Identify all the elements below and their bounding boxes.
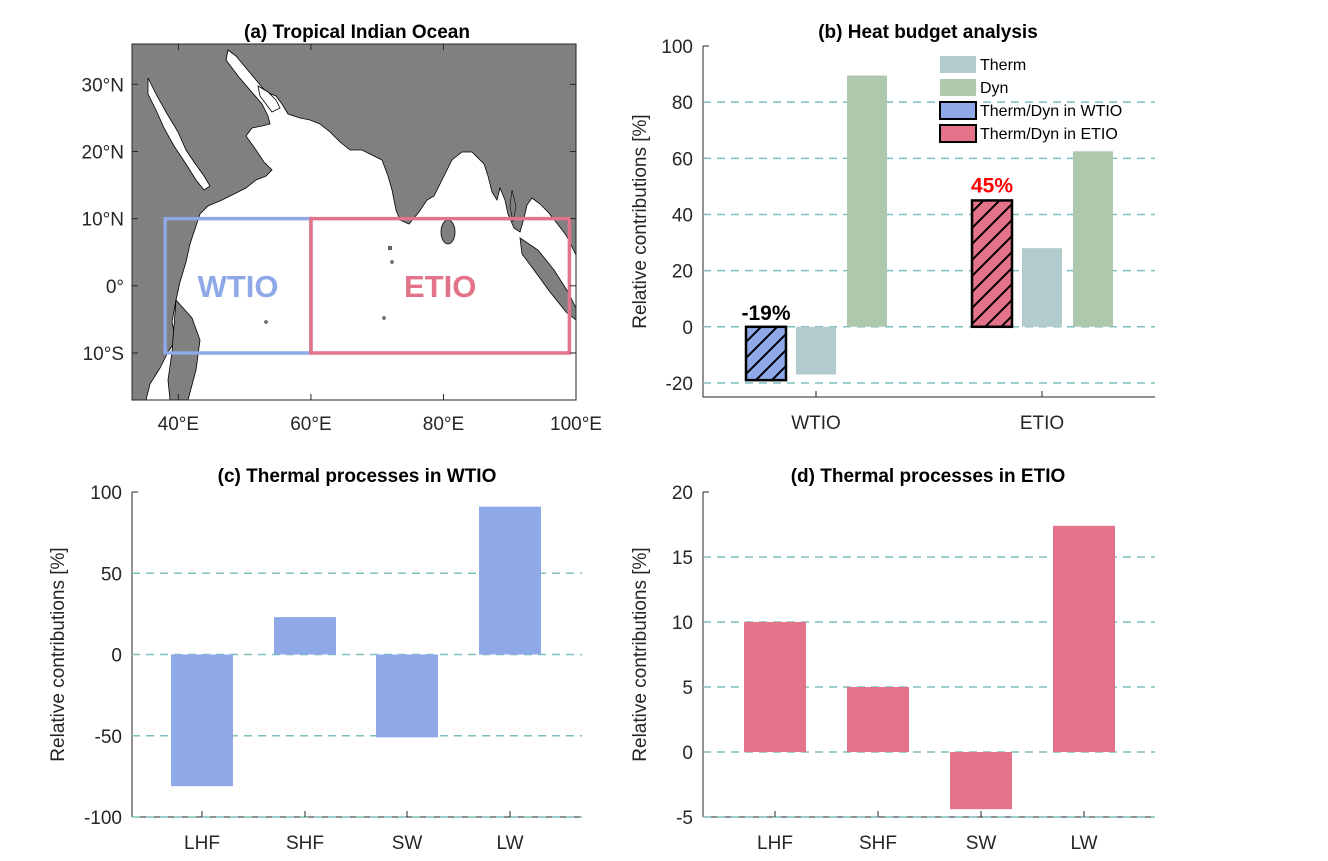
bar-wtio-therm — [796, 326, 836, 375]
y-tick-label: 40 — [672, 205, 693, 226]
panel-d-title: (d) Thermal processes in ETIO — [791, 466, 1066, 487]
map-regions: WTIO ETIO — [163, 216, 572, 355]
y-tick-label: 60 — [672, 149, 693, 170]
y-tick-label: 5 — [682, 678, 693, 699]
y-tick-label: 0 — [682, 743, 693, 764]
panel-c-plot: -100 -50 0 50 100 Relative contributions [%] L… — [48, 483, 582, 854]
x-tick-label: SHF — [859, 833, 897, 854]
y-tick-label: 15 — [672, 548, 693, 569]
y-tick-label: 20 — [672, 262, 693, 283]
map-ticks: 40°E 60°E 80°E 100°E 30°N 20°N 10°N 0° 10°S — [82, 44, 602, 435]
panel-d-plot: -5 0 5 10 15 20 Relative contributions [%] LHF S… — [630, 483, 1155, 854]
bar-etio-therm — [1022, 248, 1062, 327]
y-tick-label: -50 — [95, 727, 122, 748]
x-tick-label: LW — [1070, 833, 1097, 854]
bar-wtio-shf — [274, 617, 336, 655]
legend-label: Dyn — [980, 80, 1008, 97]
y-tick-label: 0 — [111, 646, 122, 667]
map-lon-tick-label: 100°E — [550, 414, 602, 435]
map-lon-tick-label: 40°E — [158, 414, 199, 435]
bar-wtio-lhf — [171, 654, 233, 787]
x-tick-label: ETIO — [1020, 413, 1064, 434]
map-land — [132, 44, 576, 400]
annotation-etio: 45% — [971, 174, 1013, 197]
region-box-etio — [309, 216, 572, 355]
y-tick-label: -20 — [666, 374, 693, 395]
legend-label: Therm — [980, 57, 1026, 74]
map-frame — [131, 43, 577, 401]
panel-a-map: (a) Tropical Indian Ocean WTIO ETIO 40°E 6… — [82, 22, 602, 435]
y-tick-label: 50 — [101, 564, 122, 585]
map-lat-tick-label: 0° — [106, 277, 124, 298]
y-tick-label: 100 — [661, 37, 693, 58]
bar-etio-lw — [1053, 525, 1115, 752]
panel-b-heat-budget: (b) Heat budget analysis -20 0 20 40 60 80 100… — [630, 22, 1155, 434]
x-tick-label: SW — [392, 833, 423, 854]
map-title: (a) Tropical Indian Ocean — [244, 22, 470, 43]
annotation-wtio: -19% — [741, 302, 790, 325]
y-tick-label: 80 — [672, 93, 693, 114]
bar-wtio-lw — [479, 506, 541, 655]
y-tick-label: 0 — [682, 318, 693, 339]
region-label-wtio: WTIO — [198, 269, 279, 304]
bar-etio-sw — [950, 752, 1012, 810]
x-tick-label: WTIO — [791, 413, 841, 434]
map-lat-tick-label: 10°S — [83, 344, 124, 365]
map-lat-tick-label: 30°N — [82, 75, 124, 96]
map-lat-tick-label: 10°N — [82, 210, 124, 231]
y-tick-label: 100 — [90, 483, 122, 504]
legend-label: Therm/Dyn in ETIO — [980, 126, 1118, 143]
legend-swatch — [939, 124, 977, 143]
y-axis-label: Relative contributions [%] — [630, 114, 651, 328]
bar-wtio-sw — [376, 654, 438, 738]
x-tick-label: LW — [496, 833, 523, 854]
region-label-etio: ETIO — [404, 269, 476, 304]
legend-swatch — [939, 101, 977, 120]
panel-d-etio: (d) Thermal processes in ETIO -5 0 5 10 15 20… — [630, 466, 1155, 854]
bar-etio-therm-dyn-hatch — [970, 199, 1014, 329]
y-tick-label: 20 — [672, 483, 693, 504]
y-tick-label: 10 — [672, 613, 693, 634]
x-tick-label: SW — [966, 833, 997, 854]
panel-b-legend: Therm Dyn Therm/Dyn in WTIO Therm/Dyn in ET… — [939, 56, 1122, 143]
legend-swatch — [940, 79, 976, 96]
panel-b-plot: -20 0 20 40 60 80 100 Relative contributions [%… — [630, 37, 1155, 434]
y-tick-label: -5 — [676, 808, 693, 829]
bar-etio-shf — [847, 687, 909, 752]
bar-etio-dyn — [1073, 151, 1113, 327]
panel-b-title: (b) Heat budget analysis — [818, 22, 1038, 43]
y-tick-label: -100 — [84, 808, 122, 829]
panel-c-title: (c) Thermal processes in WTIO — [218, 466, 497, 487]
x-tick-label: SHF — [286, 833, 324, 854]
legend-swatch — [940, 56, 976, 73]
x-tick-label: LHF — [184, 833, 220, 854]
map-lon-tick-label: 80°E — [423, 414, 464, 435]
bar-etio-lhf — [744, 622, 806, 752]
y-axis-label: Relative contributions [%] — [48, 547, 69, 761]
bar-wtio-therm-dyn-hatch — [744, 325, 788, 382]
bar-wtio-dyn — [847, 75, 887, 327]
map-lat-tick-label: 20°N — [82, 142, 124, 163]
panel-c-wtio: (c) Thermal processes in WTIO -100 -50 0 50… — [48, 466, 582, 854]
legend-label: Therm/Dyn in WTIO — [980, 103, 1122, 120]
y-axis-label: Relative contributions [%] — [630, 547, 651, 761]
x-tick-label: LHF — [757, 833, 793, 854]
map-lon-tick-label: 60°E — [290, 414, 331, 435]
